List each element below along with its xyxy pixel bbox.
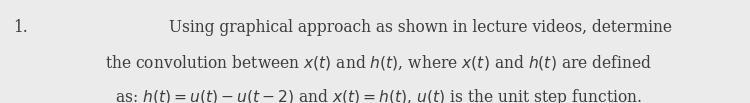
Text: as: $h(t) = u(t) - u(t-2)$ and $x(t) = h(t)$, $u(t)$ is the unit step function.: as: $h(t) = u(t) - u(t-2)$ and $x(t) = h…	[116, 87, 642, 103]
Text: the convolution between $x(t)$ and $h(t)$, where $x(t)$ and $h(t)$ are defined: the convolution between $x(t)$ and $h(t)…	[105, 53, 652, 71]
Text: 1.: 1.	[13, 19, 28, 36]
Text: Using graphical approach as shown in lecture videos, determine: Using graphical approach as shown in lec…	[169, 19, 671, 36]
